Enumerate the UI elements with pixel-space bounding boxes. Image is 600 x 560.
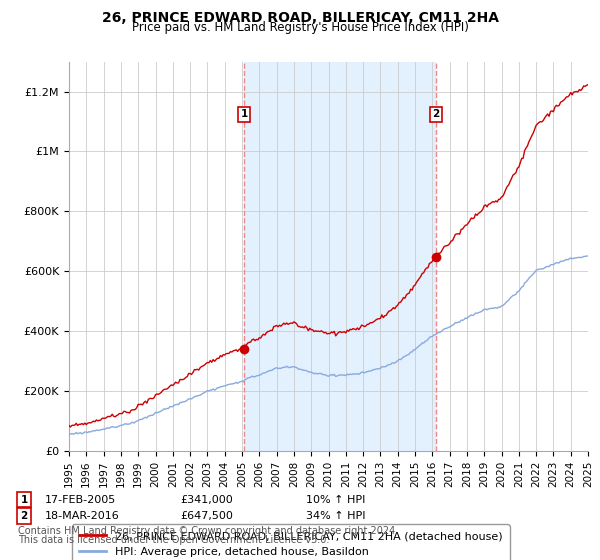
Text: £341,000: £341,000	[180, 494, 233, 505]
Legend: 26, PRINCE EDWARD ROAD, BILLERICAY, CM11 2HA (detached house), HPI: Average pric: 26, PRINCE EDWARD ROAD, BILLERICAY, CM11…	[72, 525, 509, 560]
Text: 10% ↑ HPI: 10% ↑ HPI	[306, 494, 365, 505]
Text: 26, PRINCE EDWARD ROAD, BILLERICAY, CM11 2HA: 26, PRINCE EDWARD ROAD, BILLERICAY, CM11…	[101, 11, 499, 25]
Text: Contains HM Land Registry data © Crown copyright and database right 2024.: Contains HM Land Registry data © Crown c…	[18, 526, 398, 536]
Text: 18-MAR-2016: 18-MAR-2016	[45, 511, 120, 521]
Text: 1: 1	[241, 109, 248, 119]
Bar	[244, 62, 436, 451]
Text: £647,500: £647,500	[180, 511, 233, 521]
Text: This data is licensed under the Open Government Licence v3.0.: This data is licensed under the Open Gov…	[18, 535, 329, 545]
Text: 34% ↑ HPI: 34% ↑ HPI	[306, 511, 365, 521]
Text: 2: 2	[20, 511, 28, 521]
Text: 2: 2	[433, 109, 440, 119]
Text: 17-FEB-2005: 17-FEB-2005	[45, 494, 116, 505]
Text: Price paid vs. HM Land Registry's House Price Index (HPI): Price paid vs. HM Land Registry's House …	[131, 21, 469, 34]
Text: 1: 1	[20, 494, 28, 505]
